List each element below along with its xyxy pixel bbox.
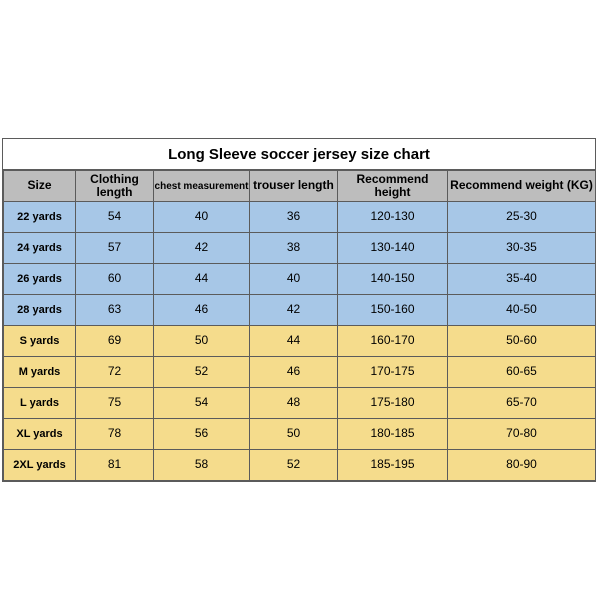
table-cell: 36 [250,202,338,233]
table-cell: 46 [154,295,250,326]
table-cell: 54 [76,202,154,233]
table-cell: 52 [250,450,338,481]
table-row: XL yards785650180-18570-80 [4,419,596,450]
size-chart-table: Size Clothing length chest measurement t… [3,170,596,481]
table-cell: 63 [76,295,154,326]
table-cell: 56 [154,419,250,450]
table-cell: 50-60 [448,326,596,357]
table-row: 2XL yards815852185-19580-90 [4,450,596,481]
table-cell: 160-170 [338,326,448,357]
table-body: 22 yards544036120-13025-3024 yards574238… [4,202,596,481]
col-header-recommend-weight: Recommend weight (KG) [448,171,596,202]
col-header-recommend-height: Recommend height [338,171,448,202]
table-row: 26 yards604440140-15035-40 [4,264,596,295]
table-cell: 72 [76,357,154,388]
table-cell: 57 [76,233,154,264]
table-cell: 25-30 [448,202,596,233]
table-cell: 46 [250,357,338,388]
table-cell: 50 [250,419,338,450]
table-row: S yards695044160-17050-60 [4,326,596,357]
table-cell: 2XL yards [4,450,76,481]
table-cell: 42 [154,233,250,264]
table-cell: 170-175 [338,357,448,388]
table-cell: 75 [76,388,154,419]
table-cell: L yards [4,388,76,419]
table-cell: 22 yards [4,202,76,233]
table-cell: 40 [250,264,338,295]
table-cell: 44 [250,326,338,357]
table-cell: XL yards [4,419,76,450]
table-row: L yards755448175-18065-70 [4,388,596,419]
table-cell: 120-130 [338,202,448,233]
table-row: M yards725246170-17560-65 [4,357,596,388]
table-cell: 26 yards [4,264,76,295]
table-cell: 69 [76,326,154,357]
col-header-chest: chest measurement [154,171,250,202]
table-cell: 78 [76,419,154,450]
table-cell: 24 yards [4,233,76,264]
table-cell: 52 [154,357,250,388]
table-cell: 80-90 [448,450,596,481]
table-cell: 28 yards [4,295,76,326]
table-cell: 175-180 [338,388,448,419]
table-cell: M yards [4,357,76,388]
table-row: 24 yards574238130-14030-35 [4,233,596,264]
col-header-size: Size [4,171,76,202]
table-cell: 42 [250,295,338,326]
table-cell: 185-195 [338,450,448,481]
table-cell: 35-40 [448,264,596,295]
table-cell: 140-150 [338,264,448,295]
table-cell: 38 [250,233,338,264]
table-cell: 60-65 [448,357,596,388]
table-cell: 180-185 [338,419,448,450]
header-row: Size Clothing length chest measurement t… [4,171,596,202]
col-header-trouser-length: trouser length [250,171,338,202]
table-cell: 44 [154,264,250,295]
table-row: 28 yards634642150-16040-50 [4,295,596,326]
chart-title: Long Sleeve soccer jersey size chart [3,139,595,170]
table-cell: 48 [250,388,338,419]
table-cell: 150-160 [338,295,448,326]
table-cell: 50 [154,326,250,357]
col-header-clothing-length: Clothing length [76,171,154,202]
table-cell: 54 [154,388,250,419]
table-cell: 60 [76,264,154,295]
table-cell: 58 [154,450,250,481]
table-cell: 65-70 [448,388,596,419]
table-cell: S yards [4,326,76,357]
table-cell: 40 [154,202,250,233]
table-cell: 130-140 [338,233,448,264]
table-cell: 30-35 [448,233,596,264]
table-cell: 81 [76,450,154,481]
table-cell: 40-50 [448,295,596,326]
table-row: 22 yards544036120-13025-30 [4,202,596,233]
size-chart-sheet: Long Sleeve soccer jersey size chart Siz… [2,138,596,482]
table-cell: 70-80 [448,419,596,450]
